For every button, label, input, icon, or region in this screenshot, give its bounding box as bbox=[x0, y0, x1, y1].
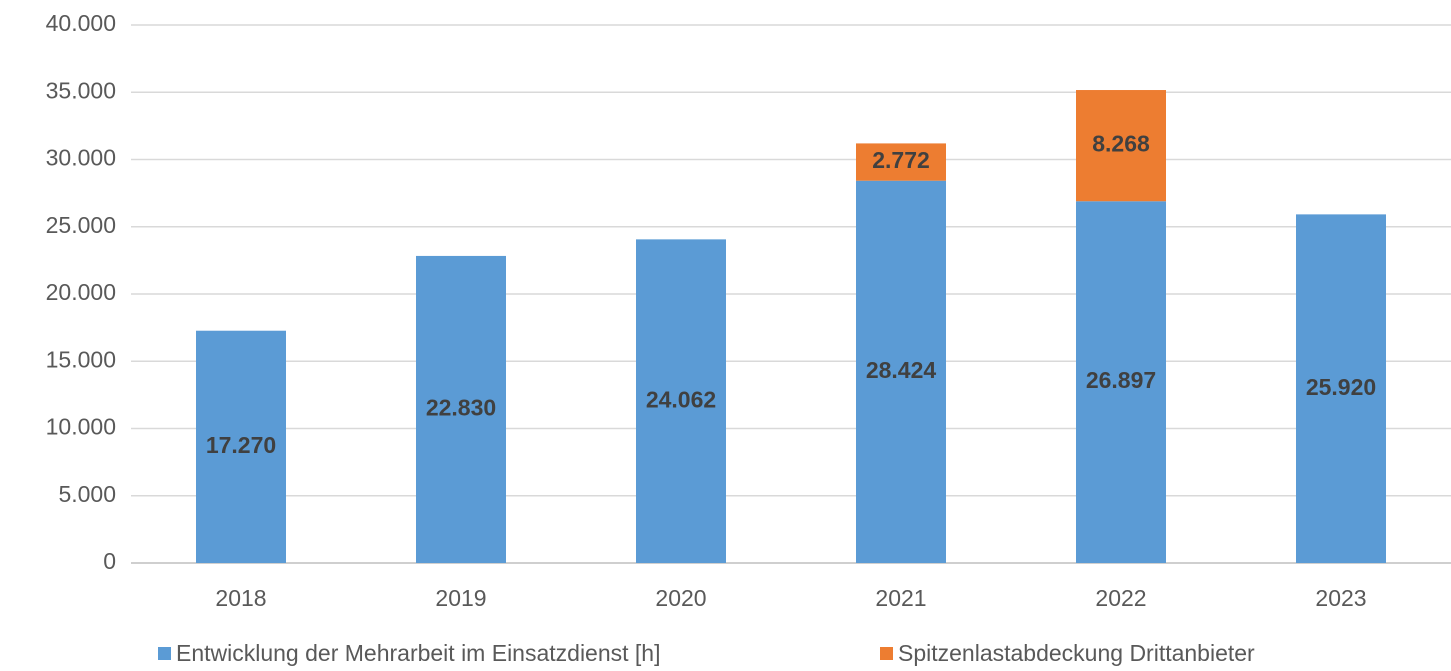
legend-marker bbox=[880, 647, 893, 660]
y-tick-label: 10.000 bbox=[46, 414, 116, 440]
bar-segment bbox=[416, 255, 506, 563]
x-tick-label: 2022 bbox=[1095, 585, 1146, 611]
y-tick-label: 20.000 bbox=[46, 279, 116, 305]
bar-segment bbox=[1296, 214, 1386, 563]
data-label: 26.897 bbox=[1086, 367, 1156, 393]
data-label: 22.830 bbox=[426, 395, 496, 421]
legend-marker bbox=[158, 647, 171, 660]
data-label: 2.772 bbox=[872, 147, 930, 173]
x-tick-label: 2023 bbox=[1315, 585, 1366, 611]
x-tick-label: 2019 bbox=[435, 585, 486, 611]
y-tick-label: 30.000 bbox=[46, 145, 116, 171]
bar-segment bbox=[1076, 90, 1166, 202]
data-label: 17.270 bbox=[206, 432, 276, 458]
data-label: 8.268 bbox=[1092, 131, 1150, 157]
y-tick-label: 15.000 bbox=[46, 346, 116, 372]
data-label: 25.920 bbox=[1306, 374, 1376, 400]
data-label: 24.062 bbox=[646, 386, 716, 412]
y-tick-label: 5.000 bbox=[58, 481, 116, 507]
bar-segment bbox=[1076, 201, 1166, 563]
y-tick-label: 35.000 bbox=[46, 77, 116, 103]
y-tick-label: 40.000 bbox=[46, 10, 116, 36]
bar-segment bbox=[636, 239, 726, 564]
legend-label: Entwicklung der Mehrarbeit im Einsatzdie… bbox=[176, 640, 661, 666]
y-tick-label: 0 bbox=[103, 548, 116, 574]
legend-label: Spitzenlastabdeckung Drittanbieter bbox=[898, 640, 1255, 666]
y-tick-label: 25.000 bbox=[46, 212, 116, 238]
data-label: 28.424 bbox=[866, 357, 937, 383]
x-tick-label: 2018 bbox=[215, 585, 266, 611]
bar-segment bbox=[196, 330, 286, 563]
bar-segment bbox=[856, 180, 946, 563]
bar-segment bbox=[856, 143, 946, 181]
x-tick-label: 2021 bbox=[875, 585, 926, 611]
x-tick-label: 2020 bbox=[655, 585, 706, 611]
